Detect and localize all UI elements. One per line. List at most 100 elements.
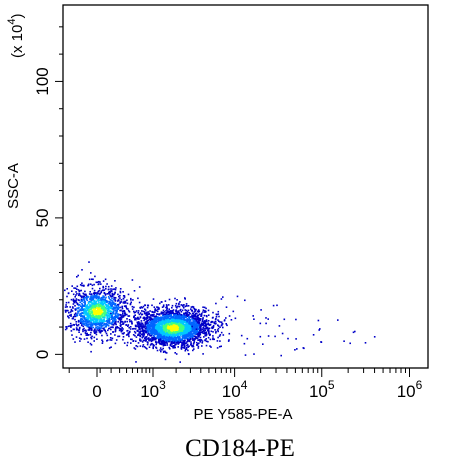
scatter-point xyxy=(89,314,91,317)
scatter-point xyxy=(99,293,101,295)
scatter-point xyxy=(114,314,117,317)
scatter-point xyxy=(172,346,174,348)
scatter-point xyxy=(136,317,138,320)
scatter-point xyxy=(80,305,82,307)
scatter-point xyxy=(139,338,141,340)
scatter-point xyxy=(216,347,219,349)
scatter-point xyxy=(93,294,96,297)
scatter-point xyxy=(75,298,78,300)
scatter-point xyxy=(191,312,194,315)
scatter-point xyxy=(154,333,156,336)
scatter-point xyxy=(185,309,188,312)
scatter-point xyxy=(115,310,117,313)
scatter-point xyxy=(108,347,111,349)
scatter-point xyxy=(72,338,75,340)
scatter-point xyxy=(101,298,104,301)
scatter-point xyxy=(199,338,201,341)
scatter-point xyxy=(109,337,112,339)
scatter-point xyxy=(166,332,169,335)
scatter-point xyxy=(200,315,203,317)
scatter-point xyxy=(66,306,68,308)
scatter-point xyxy=(217,325,220,327)
scatter-point xyxy=(112,324,115,326)
scatter-point xyxy=(154,319,156,322)
scatter-point xyxy=(79,308,82,311)
scatter-point xyxy=(134,311,137,313)
scatter-point xyxy=(149,327,152,330)
scatter-point xyxy=(93,317,96,320)
scatter-point xyxy=(162,314,164,317)
scatter-point xyxy=(90,331,92,334)
scatter-point xyxy=(146,343,149,346)
scatter-point xyxy=(174,338,177,341)
scatter-point xyxy=(93,340,95,342)
scatter-point xyxy=(199,341,202,343)
scatter-point xyxy=(120,330,123,333)
scatter-point xyxy=(106,321,109,323)
scatter-point xyxy=(162,311,165,314)
scatter-point xyxy=(97,299,100,301)
scatter-point xyxy=(176,317,178,320)
scatter-point xyxy=(125,334,128,336)
scatter-point xyxy=(184,305,186,308)
scatter-point xyxy=(69,322,72,325)
scatter-point xyxy=(170,329,173,331)
scatter-point xyxy=(163,318,166,321)
scatter-point xyxy=(79,326,81,329)
scatter-point xyxy=(132,340,134,342)
scatter-point xyxy=(182,346,184,349)
scatter-point xyxy=(177,346,179,348)
scatter-point xyxy=(82,325,84,328)
scatter-point xyxy=(93,299,96,302)
scatter-point xyxy=(188,334,190,337)
scatter-point xyxy=(120,318,123,320)
x-tick-label: 105 xyxy=(309,378,335,401)
scatter-point xyxy=(91,311,93,314)
scatter-point xyxy=(180,311,183,313)
scatter-point xyxy=(157,333,160,336)
scatter-point xyxy=(184,316,186,319)
scatter-point xyxy=(154,309,156,312)
scatter-point xyxy=(156,349,159,352)
scatter-point xyxy=(149,310,151,312)
scatter-point xyxy=(77,307,80,310)
scatter-point xyxy=(133,330,136,333)
scatter-point xyxy=(71,334,73,336)
scatter-point xyxy=(179,333,182,336)
scatter-point xyxy=(165,339,167,341)
scatter-point xyxy=(122,312,124,315)
scatter-point xyxy=(219,326,221,328)
scatter-point xyxy=(169,336,171,338)
scatter-point xyxy=(143,312,146,315)
scatter-point xyxy=(194,318,196,320)
scatter-point xyxy=(226,324,228,327)
scatter-point xyxy=(157,341,160,343)
scatter-point xyxy=(165,317,168,320)
scatter-point xyxy=(164,326,166,329)
scatter-point xyxy=(110,307,113,309)
scatter-point xyxy=(178,319,181,321)
scatter-point xyxy=(84,320,87,323)
scatter-point xyxy=(202,329,205,332)
scatter-point xyxy=(149,335,152,337)
scatter-point xyxy=(161,334,164,336)
scatter-point xyxy=(196,314,199,317)
scatter-point xyxy=(156,327,158,329)
scatter-point xyxy=(114,334,116,336)
scatter-point xyxy=(128,319,131,321)
scatter-point xyxy=(98,295,100,298)
scatter-point xyxy=(103,314,106,316)
scatter-point xyxy=(72,328,75,331)
scatter-point xyxy=(181,320,184,323)
scatter-point xyxy=(183,313,186,315)
scatter-point xyxy=(193,341,196,343)
scatter-point xyxy=(129,326,132,328)
scatter-point xyxy=(202,327,204,329)
scatter-point xyxy=(137,321,140,323)
scatter-point xyxy=(243,342,246,345)
scatter-point xyxy=(102,304,104,306)
scatter-point xyxy=(192,344,194,347)
scatter-point xyxy=(66,327,68,330)
scatter-point xyxy=(205,319,208,321)
